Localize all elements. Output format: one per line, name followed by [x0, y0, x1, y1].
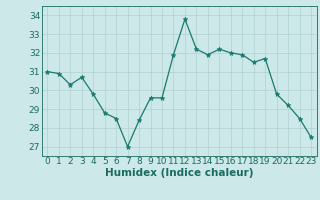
X-axis label: Humidex (Indice chaleur): Humidex (Indice chaleur)	[105, 168, 253, 178]
